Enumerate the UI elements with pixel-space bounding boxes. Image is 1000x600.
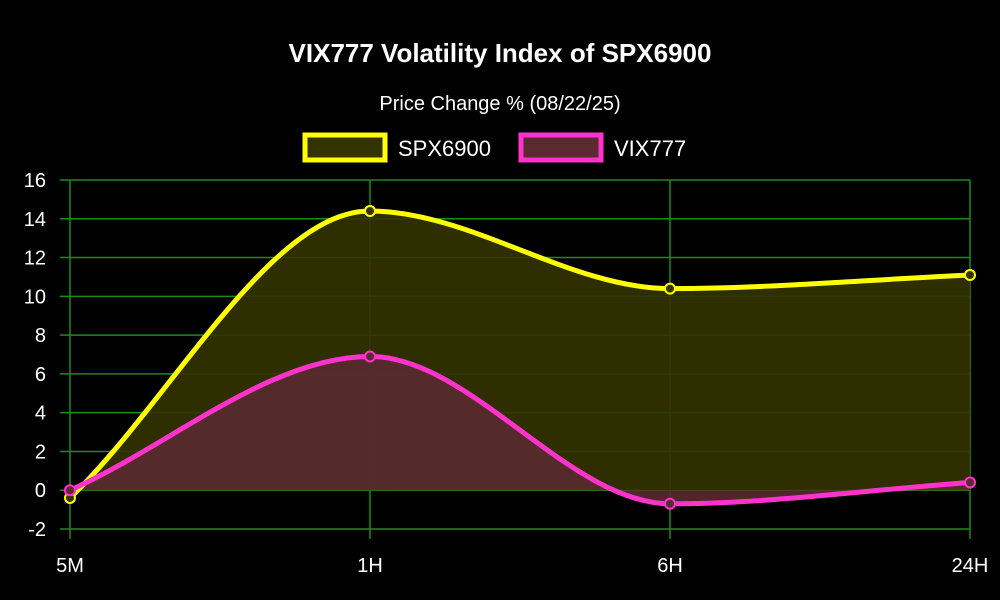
x-tick-label: 5M xyxy=(56,555,84,577)
data-point-spx6900[interactable] xyxy=(364,205,376,218)
data-point-vix777[interactable] xyxy=(964,476,976,489)
data-point-spx6900[interactable] xyxy=(664,282,676,295)
x-tick-label: 24H xyxy=(952,555,989,577)
y-tick-label: 14 xyxy=(24,209,46,231)
data-point-vix777[interactable] xyxy=(64,484,76,497)
y-tick-label: 12 xyxy=(24,248,46,270)
series-line-vix777 xyxy=(68,353,971,507)
x-tick-label: 1H xyxy=(357,555,383,577)
x-axis: 5M 1H 6H 24H xyxy=(56,555,988,577)
y-tick-label: 4 xyxy=(35,403,46,425)
series-line-spx6900 xyxy=(68,208,971,500)
data-point-vix777[interactable] xyxy=(364,350,376,363)
y-tick-label: -2 xyxy=(28,519,46,541)
y-tick-label: 2 xyxy=(35,441,46,463)
series-areas xyxy=(70,211,970,504)
chart-title: VIX777 Volatility Index of SPX6900 xyxy=(289,38,712,68)
y-tick-label: 10 xyxy=(24,286,46,308)
legend-swatch-vix777[interactable] xyxy=(518,132,604,163)
legend-label-vix777[interactable]: VIX777 xyxy=(614,136,686,161)
series-lines xyxy=(68,208,971,507)
data-point-vix777[interactable] xyxy=(664,497,676,510)
data-point-spx6900[interactable] xyxy=(964,269,976,282)
y-tick-label: 8 xyxy=(35,325,46,347)
y-tick-label: 0 xyxy=(35,480,46,502)
y-tick-label: 16 xyxy=(24,170,46,192)
y-axis: -2 0 2 4 6 8 10 12 14 16 xyxy=(24,170,46,541)
y-tick-label: 6 xyxy=(35,364,46,386)
legend-label-spx6900[interactable]: SPX6900 xyxy=(398,136,491,161)
chart-subtitle: Price Change % (08/22/25) xyxy=(379,93,620,115)
series-points xyxy=(64,205,976,510)
x-tick-label: 6H xyxy=(657,555,683,577)
legend-swatch-spx6900[interactable] xyxy=(302,132,388,163)
legend: SPX6900 VIX777 xyxy=(302,132,686,163)
